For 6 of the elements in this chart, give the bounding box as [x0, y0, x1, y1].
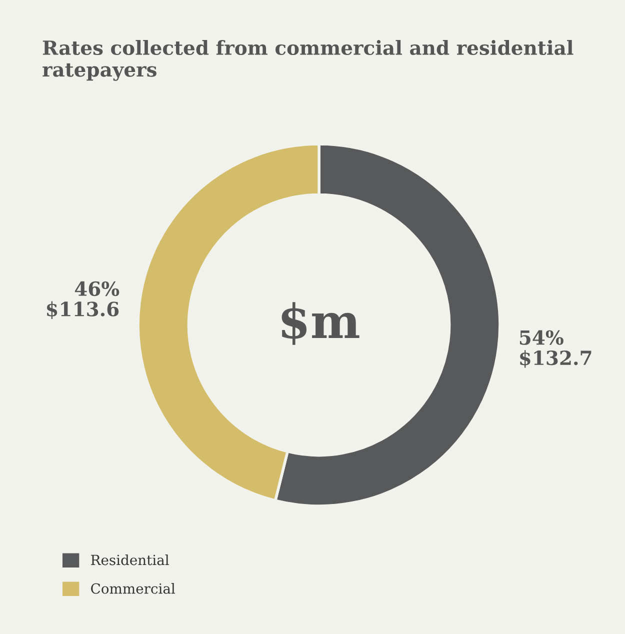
chart-title: Rates collected from commercial and residential ratepayers — [42, 40, 574, 81]
data-label: 46% $113.6 — [46, 281, 120, 319]
text: $m — [282, 302, 360, 345]
legend-label: Commercial — [91, 583, 175, 594]
legend-label: Residential — [91, 554, 169, 566]
data-label: 54% $132.7 — [520, 330, 592, 368]
